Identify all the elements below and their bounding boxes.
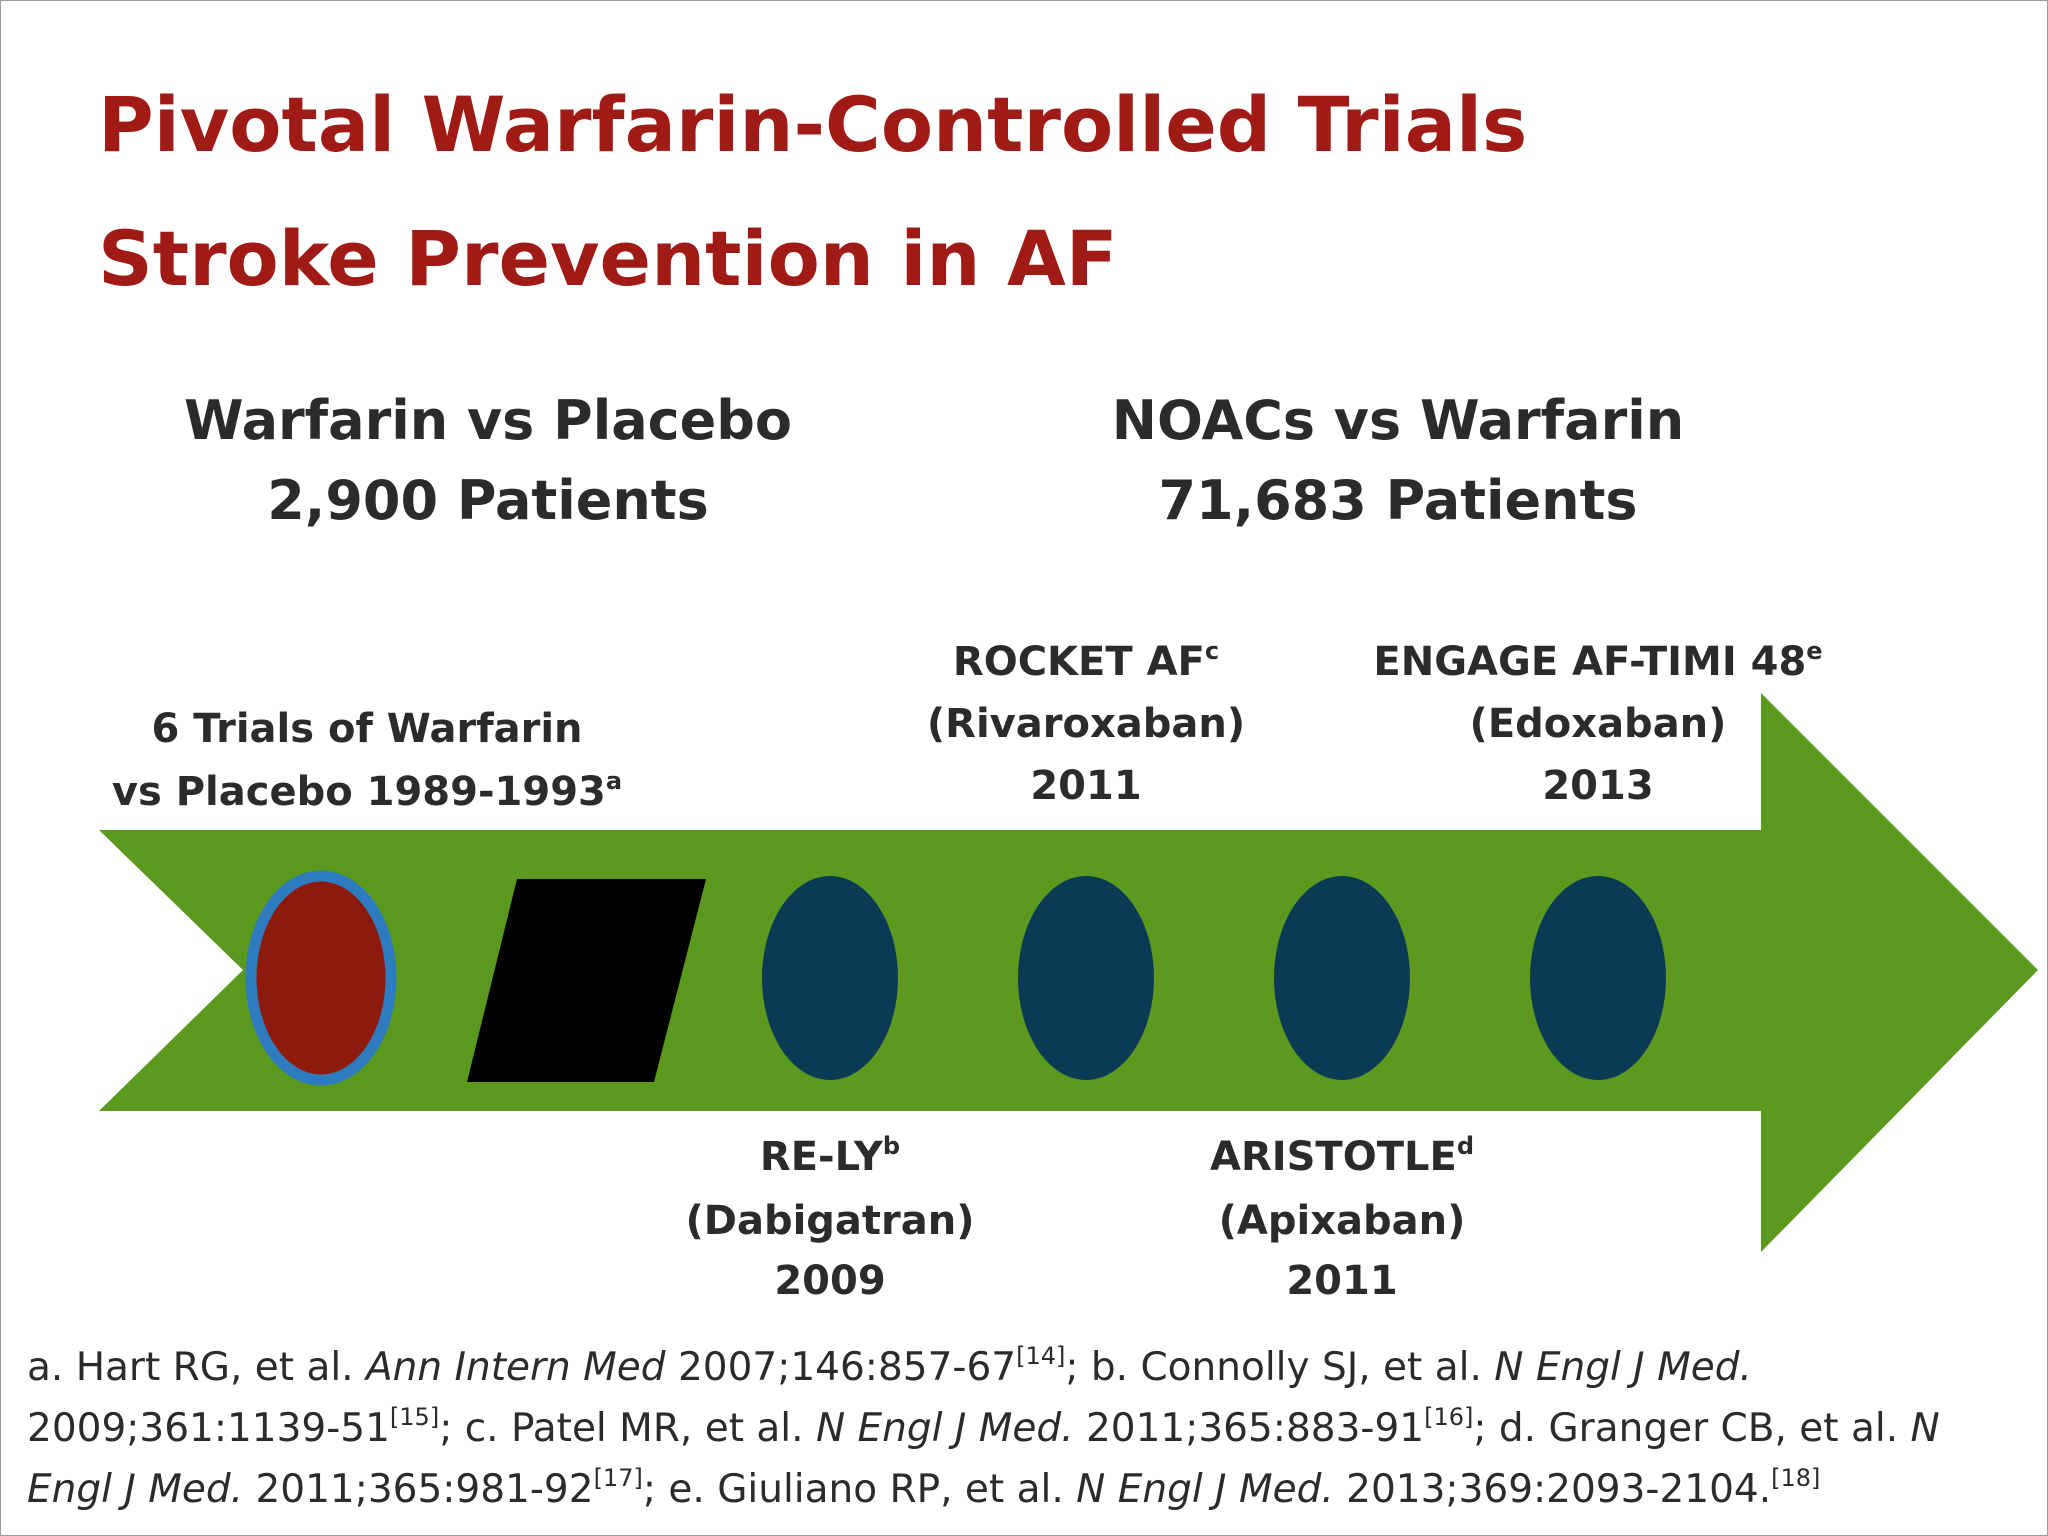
group-patients: 71,683 Patients [1158, 469, 1637, 532]
footnote-mark: b [883, 1132, 900, 1160]
trial-marker [762, 876, 898, 1080]
group-patients: 2,900 Patients [267, 469, 709, 532]
ref-details: 2011;365:981-92 [255, 1467, 594, 1512]
ref-journal: N Engl J Med. [1494, 1345, 1752, 1390]
trial-year: 2009 [774, 1258, 885, 1304]
title-line: Stroke Prevention in AF [98, 214, 1118, 303]
ref-label: d. [1498, 1406, 1537, 1451]
trial-year: 2011 [1286, 1258, 1397, 1304]
trial-name: ARISTOTLE [1210, 1134, 1457, 1180]
ref-number: [18] [1771, 1464, 1821, 1492]
timeline-label: RE-LYb [760, 1132, 900, 1180]
ref-separator: ; [1473, 1406, 1487, 1451]
trial-drug: (Dabigatran) [685, 1198, 974, 1244]
trial-drug: (Apixaban) [1219, 1198, 1466, 1244]
ref-authors: Connolly SJ, et al. [1140, 1345, 1482, 1390]
ref-number: [16] [1424, 1403, 1474, 1431]
references: a. Hart RG, et al. Ann Intern Med 2007;1… [27, 1337, 2027, 1520]
ref-label: b. [1090, 1345, 1129, 1390]
ref-separator: ; [439, 1406, 453, 1451]
ref-number: [17] [593, 1464, 643, 1492]
ref-journal: N Engl J Med. [815, 1406, 1074, 1451]
trial-name: RE-LY [760, 1134, 884, 1180]
timeline-label: ROCKET AFc [953, 637, 1219, 685]
group-heading: Warfarin vs Placebo [184, 389, 792, 452]
ref-details: 2007;146:857-67 [677, 1345, 1017, 1390]
title-line: Pivotal Warfarin-Controlled Trials [98, 80, 1527, 169]
footnote-mark: c [1205, 637, 1219, 665]
trial-name: ENGAGE AF-TIMI 48 [1373, 639, 1806, 685]
ref-label: e. [668, 1467, 705, 1512]
ref-authors: Granger CB, et al. [1548, 1406, 1899, 1451]
ref-label: c. [464, 1406, 499, 1451]
trial-marker [1018, 876, 1154, 1080]
ref-authors: Patel MR, et al. [510, 1406, 804, 1451]
ref-number: [15] [389, 1403, 440, 1431]
footnote-mark: a [606, 767, 622, 795]
ref-separator: ; [642, 1467, 656, 1512]
ref-details: 2013;369:2093-2104. [1346, 1467, 1772, 1512]
ref-journal: Ann Intern Med [365, 1345, 666, 1390]
trial-drug: (Edoxaban) [1470, 701, 1727, 747]
group-heading: NOACs vs Warfarin [1112, 389, 1684, 452]
warfarin-marker [245, 870, 397, 1086]
ref-journal: N Engl J Med. [27, 1406, 1940, 1512]
footnote-mark: e [1806, 637, 1822, 665]
trial-marker [1530, 876, 1666, 1080]
ref-details: 2011;365:883-91 [1085, 1406, 1425, 1451]
ref-authors: Giuliano RP, et al. [717, 1467, 1064, 1512]
ref-journal: N Engl J Med. [1076, 1467, 1334, 1512]
trial-marker [1274, 876, 1410, 1080]
timeline-label: ENGAGE AF-TIMI 48e [1373, 637, 1822, 685]
slide-graphics: Pivotal Warfarin-Controlled Trials Strok… [98, 80, 2038, 1304]
trial-name: ROCKET AF [953, 639, 1205, 685]
ref-number: [14] [1016, 1342, 1066, 1370]
timeline-label: vs Placebo 1989-1993 [112, 769, 606, 815]
timeline-label: vs Placebo 1989-1993a [112, 767, 622, 815]
timeline-label: 6 Trials of Warfarin [151, 706, 582, 752]
trial-year: 2011 [1030, 763, 1141, 809]
ref-separator: ; [1065, 1345, 1079, 1390]
timeline-label: ARISTOTLEd [1210, 1132, 1474, 1180]
ref-authors: Hart RG, et al. [75, 1345, 354, 1390]
ref-label: a. [27, 1345, 64, 1390]
trial-year: 2013 [1542, 763, 1653, 809]
trial-drug: (Rivaroxaban) [927, 701, 1245, 747]
footnote-mark: d [1457, 1132, 1474, 1160]
ref-details: 2009;361:1139-51 [27, 1406, 390, 1451]
gap-marker [467, 879, 706, 1082]
